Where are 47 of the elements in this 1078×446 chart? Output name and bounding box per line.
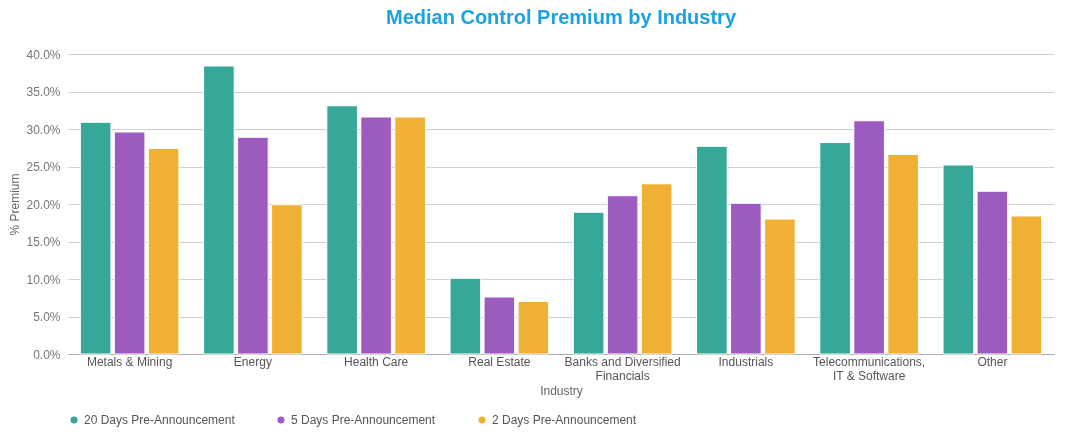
bar (483, 296, 516, 355)
y-tick-label: 20.0% (26, 197, 61, 212)
bar (517, 301, 550, 355)
y-tick-label: 0.0% (33, 347, 61, 362)
bar (887, 154, 919, 355)
x-tick-label: Real Estate (468, 354, 531, 369)
bar (606, 195, 639, 355)
bar (764, 218, 796, 355)
legend-label: 5 Days Pre-Announcement (291, 413, 436, 427)
bar (640, 183, 673, 355)
legend-label: 20 Days Pre-Announcement (84, 413, 236, 427)
x-tick-label: Energy (233, 354, 272, 369)
bar (113, 131, 146, 355)
bar (819, 142, 851, 355)
bar (730, 202, 762, 355)
y-tick-label: 40.0% (26, 47, 61, 62)
bar (79, 121, 112, 355)
bar (360, 116, 392, 355)
x-tick-label: Telecommunications, IT & Software (813, 354, 926, 383)
y-tick-label: 5.0% (33, 310, 61, 324)
y-tick-label: 10.0% (26, 272, 61, 287)
y-tick-label: 35.0% (26, 85, 61, 99)
x-tick-label: Banks and Diversified Financials (564, 354, 681, 383)
bar (271, 204, 303, 355)
x-tick-label: Industrials (718, 354, 774, 369)
bar (326, 105, 358, 355)
x-tick-label: Metals & Mining (86, 354, 173, 369)
bar (1010, 215, 1043, 355)
chart-title: Median Control Premium by Industry (385, 6, 737, 28)
bar (147, 148, 180, 355)
y-tick-label: 15.0% (26, 235, 61, 249)
x-tick-label: Other (977, 354, 1008, 369)
x-axis-title: Industry (540, 383, 583, 398)
x-tick-label: Health Care (344, 354, 409, 369)
bar (942, 164, 975, 355)
bar (572, 211, 605, 355)
bar (203, 65, 235, 355)
bar (394, 116, 426, 355)
bar (237, 136, 269, 355)
legend-label: 2 Days Pre-Announcement (492, 413, 637, 427)
y-axis-title: % Premium (8, 173, 23, 236)
bar (449, 277, 482, 355)
bar (976, 190, 1009, 355)
bar (853, 120, 885, 355)
bar (696, 145, 728, 355)
y-tick-label: 25.0% (26, 160, 61, 174)
y-tick-label: 30.0% (26, 122, 61, 137)
